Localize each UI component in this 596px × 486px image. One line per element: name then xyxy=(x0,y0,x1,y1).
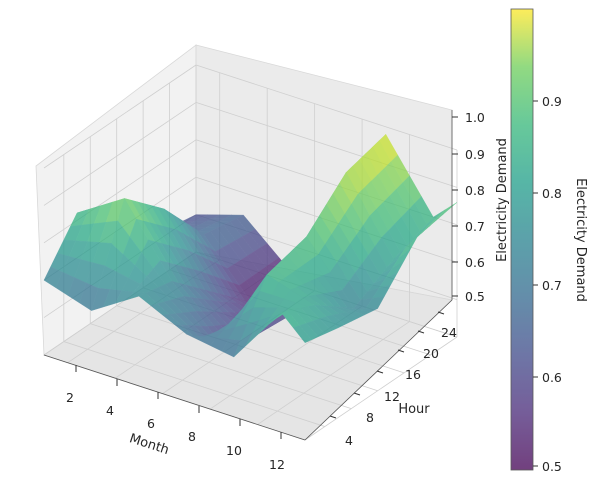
side-grid-line xyxy=(43,64,197,169)
hour-tick-label: 4 xyxy=(345,433,353,448)
month-axis-line xyxy=(43,354,306,441)
month-tick-8: 8 xyxy=(188,406,200,444)
hour-tick-12: 12 xyxy=(376,370,400,404)
hour-axis: 4 8 12 16 20 24 Hour xyxy=(329,311,457,448)
colorbar-tick-0.5: 0.5 xyxy=(533,459,562,474)
floor-grid-line xyxy=(257,321,410,425)
floor-grid-line xyxy=(304,336,458,441)
colorbar-tick-0.9: 0.9 xyxy=(533,94,562,109)
demand-axis-label: Electricity Demand xyxy=(495,138,510,262)
colorbar: 0.9 0.8 0.7 0.6 0.5 Electricity Demand xyxy=(510,8,588,474)
back-grid-line xyxy=(195,64,458,151)
month-tick-label: 10 xyxy=(226,443,242,458)
floor-grid-line xyxy=(63,341,325,427)
month-tick-2: 2 xyxy=(66,365,77,405)
colorbar-tick-label: 0.6 xyxy=(542,370,562,385)
demand-tick-label: 0.7 xyxy=(465,219,485,234)
demand-tick-0.9: 0.9 xyxy=(452,147,485,162)
colorbar-tick-label: 0.5 xyxy=(542,459,562,474)
hour-tick-label: 12 xyxy=(384,389,400,404)
colorbar-tick-0.7: 0.7 xyxy=(533,278,562,293)
demand-tick-0.5: 0.5 xyxy=(452,289,485,304)
surface xyxy=(43,133,458,358)
hour-axis-label: Hour xyxy=(398,402,430,417)
hour-tick-24: 24 xyxy=(437,311,457,340)
hour-tick-16: 16 xyxy=(397,349,421,382)
month-tick-10: 10 xyxy=(226,419,242,458)
floor-grid-line xyxy=(116,305,378,392)
demand-tick-0.8: 0.8 xyxy=(452,183,485,198)
month-tick-label: 2 xyxy=(66,390,74,405)
surface-patch xyxy=(292,325,312,344)
side-grid-line xyxy=(43,102,197,206)
month-tick-12: 12 xyxy=(269,432,285,472)
demand-axis: 1.0 0.9 0.8 0.7 0.6 0.5 Electricity Dema… xyxy=(452,110,510,304)
colorbar-label: Electricity Demand xyxy=(573,178,588,302)
hour-tick-label: 20 xyxy=(423,346,439,361)
demand-tick-label: 0.9 xyxy=(465,147,485,162)
demand-tick-label: 1.0 xyxy=(465,110,485,125)
hour-tick-label: 24 xyxy=(441,325,457,340)
hour-tick-20: 20 xyxy=(417,330,439,361)
demand-tick-label: 0.5 xyxy=(465,289,485,304)
month-tick-4: 4 xyxy=(106,379,118,418)
colorbar-tick-label: 0.7 xyxy=(542,278,562,293)
demand-tick-label: 0.6 xyxy=(465,255,485,270)
demand-tick-0.7: 0.7 xyxy=(452,219,485,234)
month-tick-label: 8 xyxy=(188,429,196,444)
month-tick-6: 6 xyxy=(147,392,159,431)
colorbar-tick-label: 0.9 xyxy=(542,94,562,109)
axis-lines xyxy=(43,110,453,441)
hour-tick-label: 8 xyxy=(366,410,374,425)
month-tick-label: 6 xyxy=(147,416,155,431)
demand-tick-label: 0.8 xyxy=(465,183,485,198)
month-tick-label: 12 xyxy=(269,457,285,472)
month-axis-label: Month xyxy=(127,431,170,458)
hour-tick-8: 8 xyxy=(353,392,374,425)
demand-tick-0.6: 0.6 xyxy=(452,255,485,270)
hour-tick-4: 4 xyxy=(329,415,353,448)
colorbar-gradient xyxy=(510,8,534,471)
colorbar-tick-label: 0.8 xyxy=(542,186,562,201)
hour-axis-line xyxy=(304,299,453,441)
side-grid-line xyxy=(43,139,197,244)
month-tick-label: 4 xyxy=(106,403,114,418)
floor-grid-line xyxy=(90,323,352,410)
demand-tick-1.0: 1.0 xyxy=(452,110,485,125)
colorbar-tick-0.6: 0.6 xyxy=(533,370,562,385)
colorbar-tick-0.8: 0.8 xyxy=(533,186,562,201)
back-grid-line xyxy=(195,102,458,188)
hour-tick-label: 16 xyxy=(405,367,421,382)
